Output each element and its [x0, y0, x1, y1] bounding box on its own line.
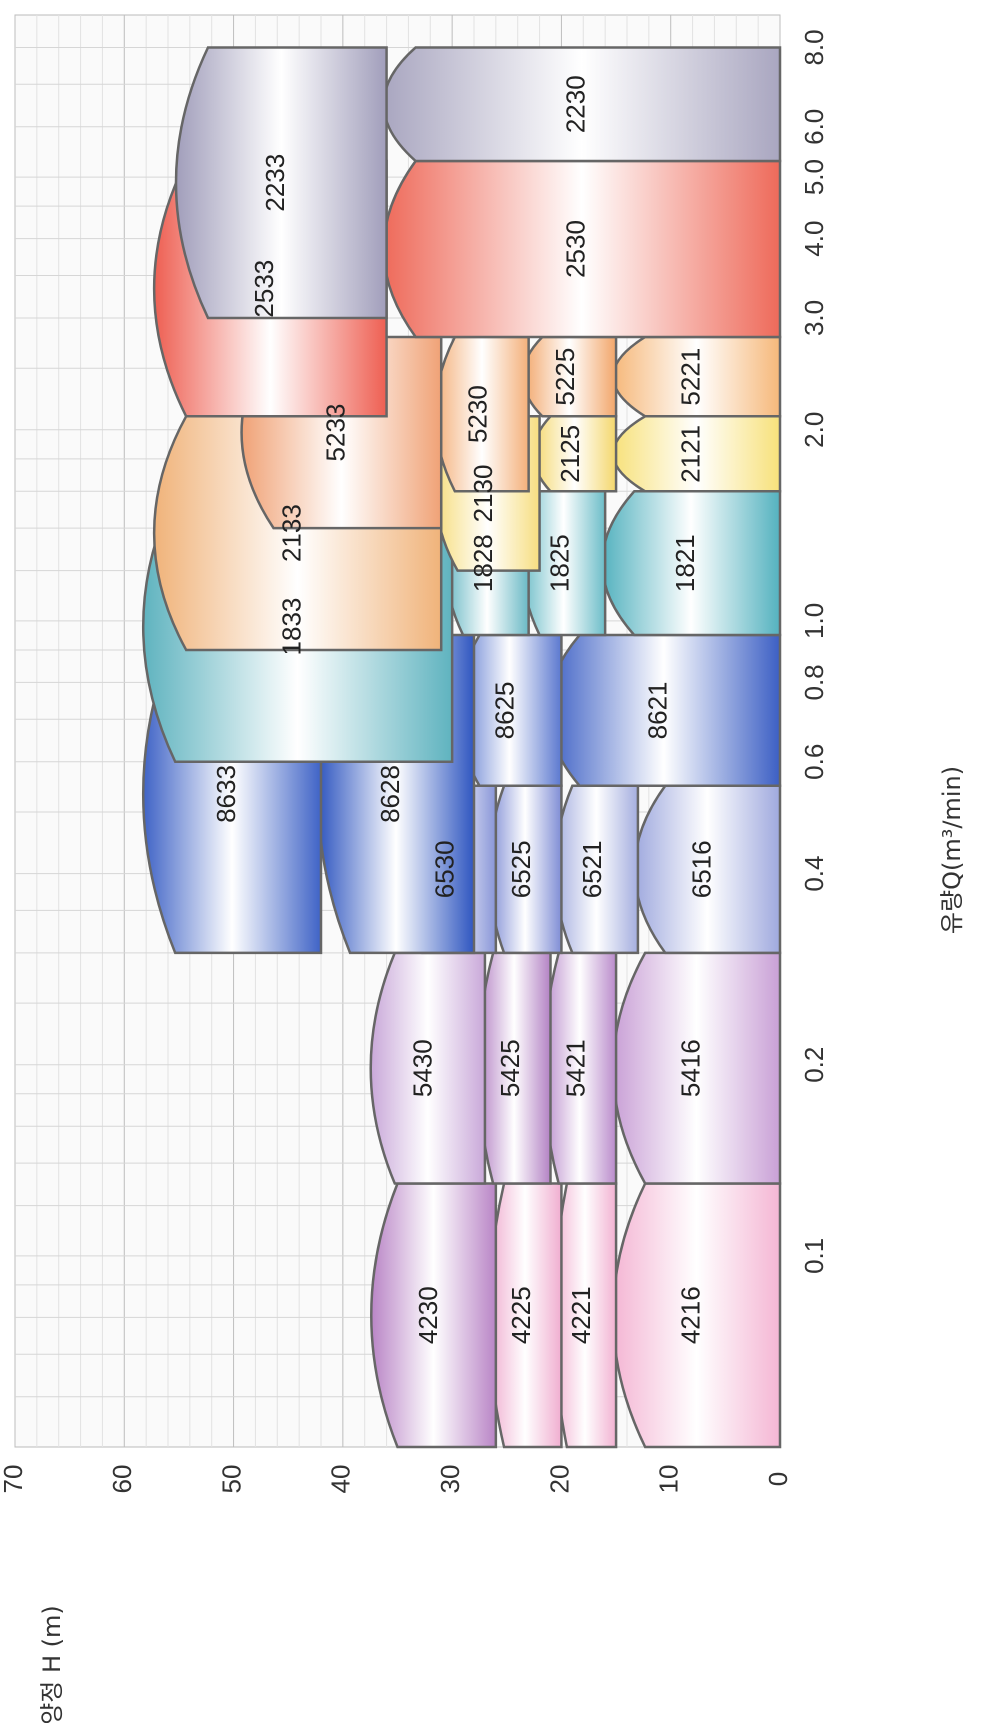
- x-axis-ticks: 0.1 0.2 0.4 0.6 0.8 1.0 2.0 3.0 4.0 5.0 6.0 8.0: [799, 29, 829, 1274]
- zone-label-8628: 8628: [375, 765, 405, 823]
- zone-label-4225: 4225: [506, 1286, 536, 1344]
- zone-label-1821: 1821: [670, 534, 700, 592]
- x-tick-label: 2.0: [799, 412, 829, 448]
- zone-label-5421: 5421: [561, 1039, 591, 1097]
- y-axis-title-group: 양정 H (m): [38, 1605, 66, 1723]
- zone-label-6525: 6525: [506, 840, 536, 898]
- zone-label-2121: 2121: [675, 425, 705, 483]
- zone-label-4216: 4216: [675, 1286, 705, 1344]
- x-tick-label: 0.4: [799, 855, 829, 891]
- x-tick-label: 1.0: [799, 603, 829, 639]
- zone-label-5425: 5425: [495, 1039, 525, 1097]
- zone-label-1833: 1833: [277, 598, 307, 656]
- zone-label-5230: 5230: [462, 385, 492, 443]
- zone-label-6530: 6530: [430, 840, 460, 898]
- zone-4230: [370, 1182, 498, 1449]
- zone-label-5416: 5416: [675, 1039, 705, 1097]
- chart-zone-labels: 4216 4221 4225 4230 5416 5421 5425 5430 6516 6521…: [211, 75, 716, 1344]
- zone-label-5233: 5233: [320, 404, 350, 462]
- zone-label-2130: 2130: [468, 465, 498, 523]
- zone-label-8625: 8625: [490, 681, 520, 739]
- zone-label-4221: 4221: [566, 1286, 596, 1344]
- zone-label-5430: 5430: [408, 1039, 438, 1097]
- x-tick-label: 0.8: [799, 664, 829, 700]
- zone-label-8633: 8633: [211, 765, 241, 823]
- x-tick-label: 0.2: [799, 1047, 829, 1083]
- zone-label-5221: 5221: [675, 348, 705, 406]
- y-axis-title: 양정 H (m): [38, 1605, 66, 1723]
- x-tick-label: 0.6: [799, 744, 829, 780]
- zone-2233: [174, 46, 388, 320]
- y-tick-label: 0: [763, 1472, 793, 1486]
- zone-label-2230: 2230: [561, 75, 591, 133]
- y-axis-ticks: 0 10 20 30 40 50 60 70: [0, 1465, 793, 1494]
- y-tick-label: 70: [0, 1465, 28, 1494]
- x-tick-label: 3.0: [799, 300, 829, 336]
- y-tick-label: 50: [216, 1465, 246, 1494]
- y-tick-label: 60: [107, 1465, 137, 1494]
- x-tick-label: 0.1: [799, 1238, 829, 1274]
- x-tick-label: 6.0: [799, 109, 829, 145]
- y-tick-label: 40: [326, 1465, 356, 1494]
- x-axis-title-group: 유량Q(m³/min): [938, 766, 966, 934]
- zone-label-2233: 2233: [260, 154, 290, 212]
- zone-label-8621: 8621: [643, 681, 673, 739]
- zone-label-1825: 1825: [544, 534, 574, 592]
- x-axis-title: 유량Q(m³/min): [938, 766, 966, 934]
- zone-5430: [369, 951, 487, 1185]
- chart-zones: [141, 46, 782, 1449]
- zone-label-2533: 2533: [249, 260, 279, 318]
- y-tick-label: 30: [435, 1465, 465, 1494]
- x-tick-label: 4.0: [799, 221, 829, 257]
- x-tick-label: 8.0: [799, 29, 829, 65]
- y-tick-label: 10: [654, 1465, 684, 1494]
- zone-label-4230: 4230: [413, 1286, 443, 1344]
- x-tick-label: 5.0: [799, 159, 829, 195]
- y-tick-label: 20: [544, 1465, 574, 1494]
- zone-label-6521: 6521: [577, 840, 607, 898]
- zone-label-2530: 2530: [561, 220, 591, 278]
- zone-label-5225: 5225: [550, 348, 580, 406]
- zone-label-2125: 2125: [555, 425, 585, 483]
- zone-label-6516: 6516: [686, 840, 716, 898]
- zone-label-2133: 2133: [277, 504, 307, 562]
- zone-label-1828: 1828: [468, 534, 498, 592]
